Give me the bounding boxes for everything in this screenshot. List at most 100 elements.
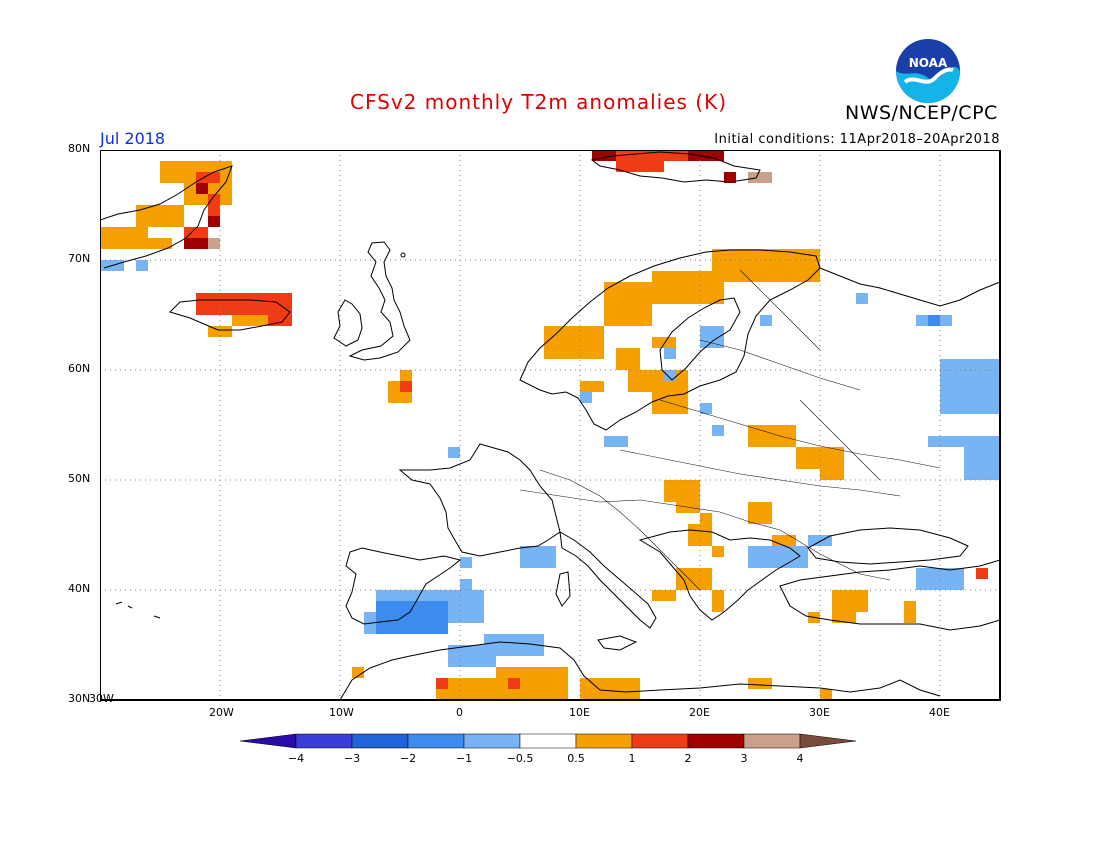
- anomaly-cell: [436, 678, 568, 700]
- anomaly-cell: [208, 238, 220, 249]
- colorbar-segment: [519, 733, 577, 749]
- anomaly-cell: [928, 315, 940, 326]
- lon-label-0: 0: [456, 706, 463, 719]
- anomaly-cell: [376, 601, 448, 634]
- lat-label-60n: 60N: [68, 362, 91, 375]
- anomaly-cell: [544, 326, 604, 359]
- anomaly-cell: [520, 546, 556, 568]
- colorbar-tick-label: −4: [288, 752, 304, 765]
- anomaly-cell: [352, 667, 364, 678]
- anomaly-cell: [232, 315, 268, 326]
- anomaly-cell: [256, 315, 292, 326]
- lon-label-10e: 10E: [569, 706, 590, 719]
- anomaly-cell: [664, 150, 688, 161]
- colorbar-segment: [295, 733, 353, 749]
- anomaly-cell: [748, 172, 772, 183]
- anomaly-cell: [832, 590, 856, 623]
- anomaly-cell: [748, 546, 808, 568]
- anomaly-cell: [760, 315, 772, 326]
- anomaly-cell: [664, 480, 700, 502]
- anomaly-cell: [856, 293, 868, 304]
- anomaly-cell: [436, 678, 448, 689]
- lon-label-20e: 20E: [689, 706, 710, 719]
- colorbar-segment: [351, 733, 409, 749]
- anomaly-cell: [520, 667, 568, 678]
- anomaly-cell: [712, 546, 724, 557]
- anomaly-cell: [400, 381, 412, 392]
- colorbar-tick-label: 4: [797, 752, 804, 765]
- colorbar-tick-label: −3: [344, 752, 360, 765]
- anomaly-cell: [724, 172, 736, 183]
- colorbar-segment: [407, 733, 465, 749]
- colorbar-segment: [687, 733, 745, 749]
- anomaly-cell: [700, 326, 724, 348]
- anomaly-cell: [136, 205, 184, 227]
- colorbar-segment: [575, 733, 633, 749]
- anomaly-cell: [400, 370, 412, 381]
- anomaly-cell: [628, 370, 688, 392]
- colorbar-segment: [799, 733, 857, 749]
- colorbar-tick-label: −1: [456, 752, 472, 765]
- anomaly-cell: [448, 447, 460, 458]
- anomaly-cell: [700, 403, 712, 414]
- lat-label-80n: 80N: [68, 142, 91, 155]
- anomaly-cell: [820, 689, 832, 700]
- anomaly-cell: [484, 634, 544, 656]
- anomaly-cell: [208, 216, 220, 227]
- anomaly-cell: [148, 238, 172, 249]
- anomaly-cell: [616, 150, 664, 172]
- lon-label-40e: 40E: [929, 706, 950, 719]
- anomaly-cell: [592, 150, 616, 161]
- anomaly-cell: [652, 590, 676, 601]
- lon-label-10w: 10W: [329, 706, 354, 719]
- anomaly-cell: [820, 469, 844, 480]
- logo-text: NOAA: [909, 56, 948, 70]
- anomaly-cell: [856, 590, 868, 612]
- anomaly-cell: [208, 194, 220, 216]
- anomaly-cell: [196, 293, 292, 315]
- lon-label-20w: 20W: [209, 706, 234, 719]
- colorbar-segment: [463, 733, 521, 749]
- anomaly-cell: [664, 348, 676, 359]
- anomaly-cell: [616, 348, 640, 370]
- agency-label: NWS/NCEP/CPC: [845, 102, 998, 124]
- anomaly-cell: [100, 227, 148, 249]
- anomaly-cell: [460, 557, 472, 568]
- anomaly-cell: [976, 568, 988, 579]
- map-title: CFSv2 monthly T2m anomalies (K): [350, 90, 727, 114]
- anomaly-cell: [712, 425, 724, 436]
- anomaly-map: [100, 150, 1001, 701]
- anomaly-cell: [460, 579, 472, 590]
- anomaly-cell: [136, 260, 148, 271]
- anomaly-cell: [208, 326, 232, 337]
- lat-label-30n: 30N: [68, 692, 91, 705]
- lon-label-30w: 30W: [89, 692, 114, 705]
- colorbar-segment: [239, 733, 297, 749]
- colorbar-tick-label: −2: [400, 752, 416, 765]
- anomaly-cell: [184, 227, 208, 238]
- lat-label-50n: 50N: [68, 472, 91, 485]
- anomaly-cell: [688, 150, 724, 161]
- anomaly-cell: [700, 513, 712, 524]
- colorbar-tick-label: 2: [685, 752, 692, 765]
- anomaly-cell: [904, 601, 916, 623]
- anomaly-cell: [772, 535, 796, 546]
- anomaly-cell: [580, 381, 604, 392]
- colorbar: −4 −3 −2 −1 −0.5 0.5 1 2 3 4: [239, 733, 857, 765]
- lat-label-70n: 70N: [68, 252, 91, 265]
- anomaly-cell: [664, 370, 676, 381]
- lat-label-40n: 40N: [68, 582, 91, 595]
- anomaly-cell: [604, 282, 652, 326]
- anomaly-cell: [676, 568, 712, 590]
- anomaly-cell: [508, 678, 520, 689]
- coastlines: [100, 151, 1001, 701]
- anomaly-cell: [748, 425, 796, 447]
- anomaly-cell: [604, 436, 628, 447]
- anomaly-cell: [196, 183, 208, 194]
- anomaly-cell: [928, 436, 976, 447]
- colorbar-tick-label: 3: [741, 752, 748, 765]
- anomaly-cell: [712, 590, 724, 612]
- anomaly-cell: [916, 568, 964, 590]
- anomaly-cell: [184, 238, 208, 249]
- colorbar-tick-label: 1: [629, 752, 636, 765]
